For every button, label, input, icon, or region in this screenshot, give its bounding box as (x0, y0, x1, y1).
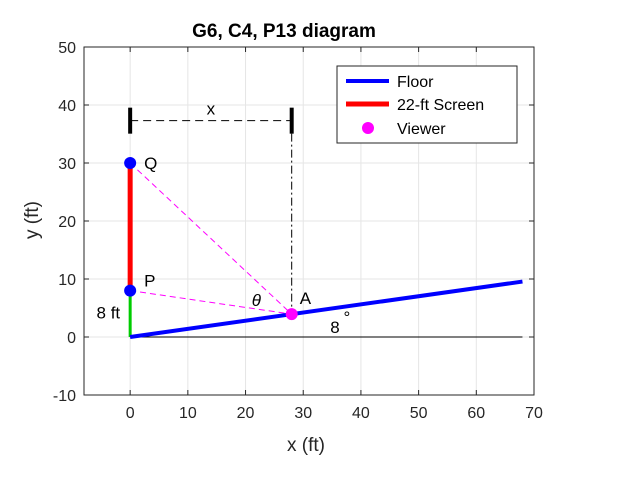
plot-area: x P Q Aθ 8 ft 8 ° (97, 100, 523, 339)
x-tick-label: 40 (352, 405, 370, 422)
angle-unit: ° (344, 308, 351, 327)
point-a-label: A (300, 289, 312, 308)
sight-line-p (130, 290, 292, 315)
legend: Floor 22-ft Screen Viewer (336, 65, 518, 144)
x-tick-label: 20 (237, 405, 255, 422)
y-tick-label: 30 (58, 156, 76, 173)
distance-label: x (207, 100, 216, 119)
y-tick-label: 20 (58, 214, 76, 231)
legend-screen-label: 22-ft Screen (397, 97, 484, 114)
x-axis-label: x (ft) (287, 435, 325, 456)
legend-floor-label: Floor (397, 74, 434, 91)
point-p (124, 284, 137, 297)
x-tick-label: 50 (410, 405, 428, 422)
theta-label: θ (252, 291, 262, 310)
y-tick-label: -10 (53, 388, 76, 405)
axes: 0 10 20 30 40 50 60 70 -10 0 10 20 30 40 50 (53, 40, 543, 422)
y-tick-label: 50 (58, 40, 76, 57)
legend-viewer-label: Viewer (397, 121, 446, 138)
x-tick-label: 0 (126, 405, 135, 422)
viewer-point (285, 308, 298, 321)
legend-viewer-swatch (362, 122, 374, 134)
chart-title: G6, C4, P13 diagram (192, 21, 376, 42)
point-q (124, 157, 137, 169)
point-q-label: Q (144, 154, 157, 173)
y-axis-label: y (ft) (22, 201, 43, 239)
x-tick-label: 10 (179, 405, 197, 422)
x-tick-label: 60 (467, 405, 485, 422)
angle-value: 8 (330, 318, 339, 337)
y-tick-label: 40 (58, 98, 76, 115)
x-tick-label: 30 (294, 405, 312, 422)
y-tick-label: 10 (58, 272, 76, 289)
sight-line-q (129, 162, 293, 315)
point-p-label: P (144, 272, 155, 291)
x-tick-label: 70 (525, 405, 543, 422)
y-tick-label: 0 (67, 330, 76, 347)
height-label: 8 ft (97, 304, 121, 323)
floor-line (129, 279, 523, 339)
